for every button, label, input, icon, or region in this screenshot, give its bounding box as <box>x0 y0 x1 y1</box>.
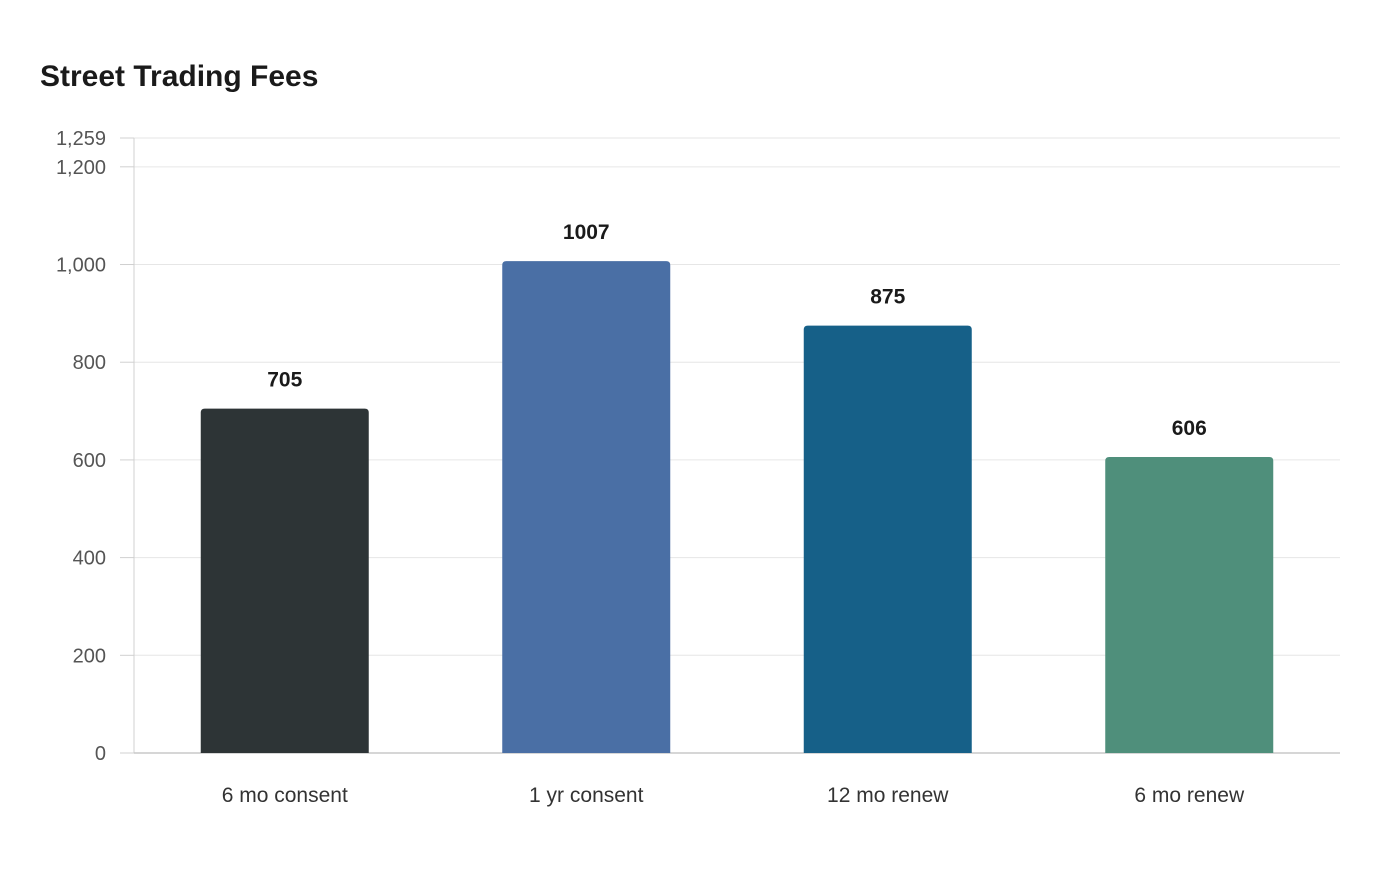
y-axis-ticks: 0 200 400 600 800 1,000 1,200 1,259 <box>56 128 134 765</box>
bar-12-mo-renew <box>803 325 972 753</box>
x-axis-labels: 6 mo consent 1 yr consent 12 mo renew 6 mo … <box>222 784 1245 807</box>
y-tick-label: 1,200 <box>56 157 106 179</box>
y-tick-label: 1,000 <box>56 255 106 277</box>
bar-6-mo-consent <box>200 408 369 753</box>
bar-value-label: 705 <box>267 369 302 392</box>
x-category-label: 6 mo consent <box>222 784 348 807</box>
bar-value-label: 606 <box>1172 417 1207 440</box>
bar-value-label: 1007 <box>563 221 610 244</box>
bar-value-label: 875 <box>870 286 905 309</box>
y-tick-label: 1,259 <box>56 128 106 150</box>
y-tick-label: 600 <box>73 450 106 472</box>
chart-title: Street Trading Fees <box>40 60 319 93</box>
y-tick-label: 200 <box>73 645 106 667</box>
x-category-label: 1 yr consent <box>529 784 644 807</box>
x-category-label: 12 mo renew <box>827 784 949 807</box>
value-labels: 705 1007 875 606 <box>267 221 1207 440</box>
x-category-label: 6 mo renew <box>1134 784 1245 807</box>
bar-6-mo-renew <box>1105 456 1274 753</box>
bars <box>200 261 1274 753</box>
y-tick-label: 0 <box>95 743 106 765</box>
bar-1-yr-consent <box>502 261 671 753</box>
y-tick-label: 800 <box>73 352 106 374</box>
y-tick-label: 400 <box>73 548 106 570</box>
